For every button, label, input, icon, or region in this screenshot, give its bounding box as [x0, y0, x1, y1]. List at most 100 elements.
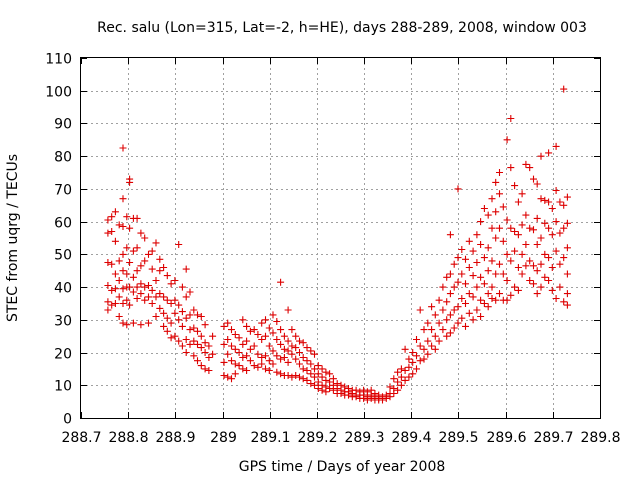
y-tick-label: 70 — [54, 183, 72, 199]
data-point — [280, 345, 288, 353]
data-point — [126, 224, 134, 232]
data-point — [292, 332, 300, 340]
data-point — [548, 231, 556, 239]
data-point — [104, 298, 112, 306]
data-point — [126, 178, 134, 186]
data-point — [145, 293, 152, 301]
data-point — [326, 378, 334, 386]
data-point — [292, 355, 300, 363]
data-point — [224, 373, 232, 381]
data-point — [518, 221, 526, 229]
data-point — [296, 373, 303, 381]
data-point — [262, 365, 269, 373]
data-point — [480, 205, 488, 212]
data-point — [156, 255, 164, 263]
data-point — [322, 388, 330, 396]
data-point — [224, 336, 232, 343]
data-point — [345, 391, 352, 399]
data-point — [148, 247, 156, 255]
data-point — [450, 324, 458, 332]
data-point — [269, 360, 277, 368]
data-point — [311, 373, 318, 381]
data-point — [145, 282, 152, 289]
data-point — [307, 347, 315, 355]
data-point — [552, 247, 560, 255]
data-point — [148, 286, 156, 294]
data-point — [326, 370, 334, 378]
data-point — [541, 273, 549, 281]
data-point — [104, 259, 112, 266]
data-point — [439, 306, 447, 314]
data-point — [522, 160, 530, 168]
data-point — [537, 260, 545, 268]
data-point — [533, 290, 541, 298]
data-point — [454, 278, 462, 286]
x-tick-label: 289.6 — [486, 430, 526, 446]
data-point — [545, 277, 553, 284]
data-point — [431, 332, 439, 340]
data-point — [235, 334, 243, 342]
data-point — [477, 218, 485, 226]
data-point — [243, 337, 251, 345]
data-point — [137, 262, 145, 270]
data-point — [194, 327, 201, 335]
data-point — [541, 250, 549, 258]
x-tick-label: 289.1 — [250, 430, 290, 446]
y-tick-label: 100 — [45, 85, 72, 101]
y-tick-label: 80 — [54, 150, 72, 166]
data-point — [284, 337, 292, 345]
data-point — [405, 355, 413, 363]
data-point — [394, 378, 402, 386]
data-point — [201, 321, 209, 329]
data-point — [250, 362, 258, 370]
grid-lines — [81, 58, 600, 418]
data-point — [182, 336, 190, 343]
data-point — [424, 319, 432, 327]
data-point — [314, 385, 322, 392]
y-tick-label: 90 — [54, 117, 72, 133]
data-point — [292, 372, 300, 379]
data-point — [507, 164, 515, 172]
data-point — [239, 340, 247, 348]
data-point — [465, 264, 473, 271]
data-point — [194, 311, 201, 319]
data-point — [563, 193, 571, 201]
data-point — [492, 234, 500, 242]
data-point — [413, 352, 420, 360]
data-point — [108, 228, 116, 235]
data-point — [167, 300, 175, 307]
data-point — [435, 319, 443, 327]
data-point — [563, 244, 571, 252]
data-point — [454, 303, 462, 311]
data-point — [123, 244, 131, 252]
data-point — [424, 337, 432, 345]
data-point — [469, 272, 477, 280]
data-point — [243, 367, 251, 374]
data-point — [462, 300, 469, 307]
data-point — [284, 347, 292, 355]
data-point — [397, 381, 405, 389]
data-point — [197, 344, 205, 352]
data-point — [108, 260, 116, 268]
data-point — [141, 296, 149, 304]
y-tick-label: 110 — [45, 52, 72, 68]
data-point — [197, 313, 205, 320]
data-point — [228, 357, 235, 365]
data-point — [443, 332, 451, 340]
data-point — [329, 386, 337, 394]
data-point — [446, 329, 454, 337]
data-point — [511, 182, 519, 190]
data-point — [258, 319, 266, 327]
data-point — [280, 332, 288, 340]
data-point — [190, 306, 198, 314]
data-point — [250, 342, 258, 350]
data-point — [299, 339, 307, 347]
data-point — [390, 375, 398, 383]
data-point — [397, 373, 405, 381]
data-point — [454, 254, 462, 262]
data-point — [522, 211, 530, 219]
data-point — [299, 354, 307, 361]
data-point — [254, 363, 262, 371]
data-point — [243, 322, 251, 330]
data-point — [123, 321, 131, 329]
